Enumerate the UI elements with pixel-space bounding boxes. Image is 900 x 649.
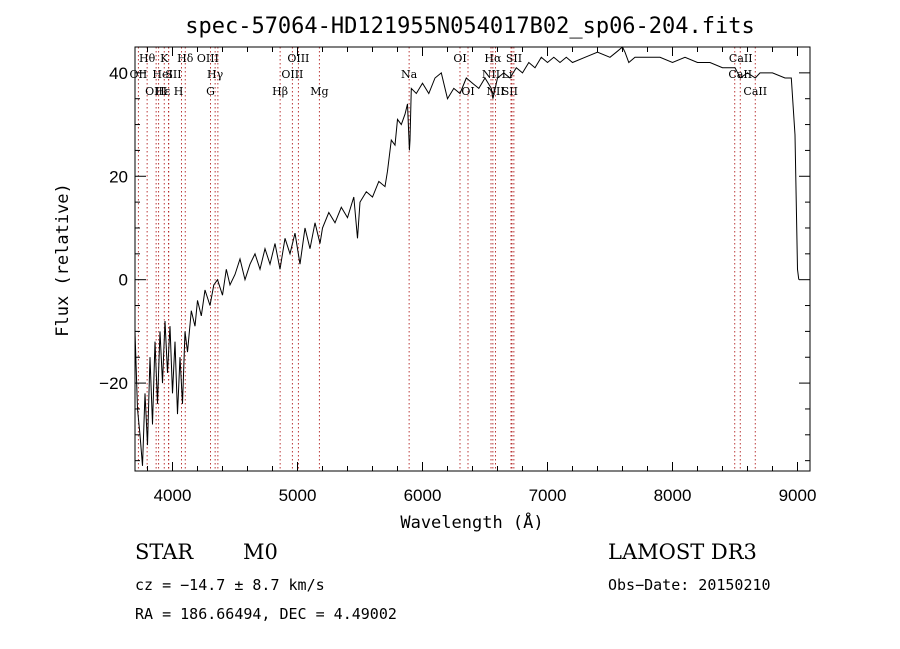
x-axis-label: Wavelength (Å) [400, 511, 543, 533]
line-marker-label: OIII [145, 85, 167, 98]
line-marker-label: H [174, 85, 184, 98]
x-tick-label: 5000 [279, 486, 317, 505]
line-marker-label: NII [482, 68, 500, 81]
line-marker-label: Hβ [272, 85, 288, 98]
line-marker-label: Hθ [139, 52, 156, 65]
line-marker-label: SII [165, 68, 181, 81]
x-tick-label: 9000 [779, 486, 817, 505]
chart-title: spec-57064-HD121955N054017B02_sp06-204.f… [185, 14, 755, 39]
plot-frame [134, 46, 811, 472]
line-marker-label: Mg [310, 85, 328, 98]
x-tick-label: 4000 [154, 486, 192, 505]
survey-name: LAMOST DR3 [608, 540, 757, 564]
line-marker-label: Hε [155, 85, 171, 98]
line-marker-label: CaII [729, 52, 753, 65]
y-tick-label: 40 [109, 64, 128, 83]
object-class: STAR [135, 540, 194, 564]
x-tick-label: 8000 [654, 486, 692, 505]
subclass: M0 [243, 540, 278, 564]
line-marker-label: HeI [152, 68, 172, 81]
y-axis-label: Flux (relative) [53, 183, 73, 337]
line-marker-label: OII [130, 68, 148, 81]
line-marker-label: Hγ [207, 68, 224, 81]
redshift-text: cz = −14.7 ± 8.7 km/s [135, 576, 325, 594]
line-marker-label: K [160, 52, 169, 65]
y-tick-label: 0 [119, 271, 128, 290]
line-marker-label: OIII [281, 68, 303, 81]
line-markers [137, 47, 756, 471]
x-tick-label: 7000 [529, 486, 567, 505]
line-marker-label: CaII [743, 85, 767, 98]
line-marker-label: SII [506, 52, 522, 65]
line-marker-label: OI [453, 52, 466, 65]
line-marker-label: OI [461, 85, 474, 98]
line-marker-label: CaII [728, 68, 752, 81]
x-tick-label: 6000 [404, 486, 442, 505]
obs-date: Obs−Date: 20150210 [608, 576, 771, 594]
line-marker-label: Na [401, 68, 418, 81]
line-marker-label: OIII [197, 52, 219, 65]
y-tick-label: −20 [99, 374, 128, 393]
y-tick-label: 20 [109, 167, 128, 186]
line-marker-label: SII [502, 85, 518, 98]
y-axis-ticks: −20 0 20 40 [99, 46, 810, 462]
line-marker-label: OIII [287, 52, 309, 65]
line-marker-label: Hδ [177, 52, 194, 65]
line-marker-label: Li [502, 68, 513, 81]
spectrum-line [134, 46, 800, 466]
coordinates: RA = 186.66494, DEC = 4.49002 [135, 605, 397, 623]
line-marker-label: G [206, 85, 215, 98]
x-axis-ticks: 4000 5000 6000 7000 8000 9000 [147, 47, 817, 505]
line-marker-label: Hα [484, 52, 502, 65]
